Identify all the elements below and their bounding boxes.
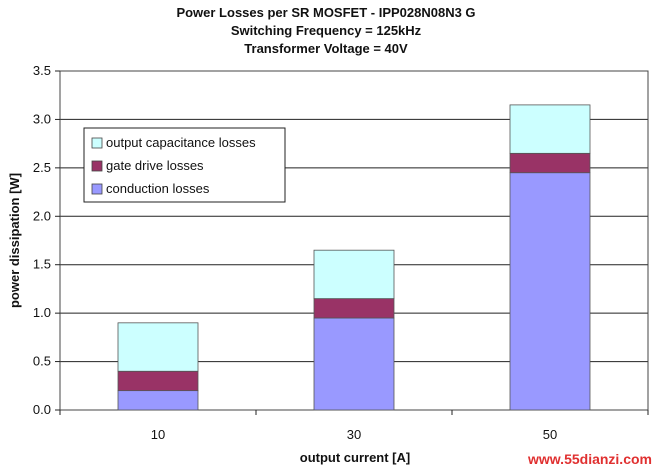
x-axis-label: output current [A]: [300, 450, 410, 465]
y-tick-label: 1.5: [33, 257, 51, 272]
bar-segment-gate-drive-losses: [117, 370, 199, 392]
y-tick-label: 2.5: [33, 160, 51, 175]
x-tick-label: 10: [151, 427, 165, 442]
chart-title-line: Power Losses per SR MOSFET - IPP028N08N3…: [176, 5, 475, 20]
bar-segment-output-capacitance-losses: [117, 322, 199, 372]
legend-swatch: [91, 137, 103, 149]
watermark-text: www.55dianzi.com: [527, 451, 652, 467]
bar-segment-output-capacitance-losses: [509, 104, 591, 154]
bar-segment-conduction-losses: [117, 390, 199, 411]
legend: output capacitance losses gate drive loss…: [83, 127, 286, 203]
chart-title: Power Losses per SR MOSFET - IPP028N08N3…: [176, 5, 475, 56]
legend-box: [83, 127, 286, 203]
legend-entry: conduction losses: [106, 181, 210, 196]
y-tick-label: 0.0: [33, 402, 51, 417]
bar-segment-output-capacitance-losses: [313, 249, 395, 300]
x-axis-ticks: 10 30 50: [59, 410, 649, 442]
x-tick-label: 50: [543, 427, 557, 442]
x-tick-label: 30: [347, 427, 361, 442]
bar-segment-gate-drive-losses: [313, 298, 395, 319]
bar-segment-conduction-losses: [509, 172, 591, 411]
chart-title-line: Switching Frequency = 125kHz: [231, 23, 422, 38]
y-tick-label: 2.0: [33, 208, 51, 223]
legend-entry: output capacitance losses: [106, 135, 256, 150]
bar-segment-gate-drive-losses: [509, 152, 591, 174]
y-tick-label: 3.0: [33, 111, 51, 126]
chart-title-line: Transformer Voltage = 40V: [244, 41, 408, 56]
legend-entry: gate drive losses: [106, 158, 204, 173]
y-tick-label: 0.5: [33, 354, 51, 369]
y-tick-label: 3.5: [33, 63, 51, 78]
y-tick-label: 1.0: [33, 305, 51, 320]
bars: [117, 104, 591, 411]
y-axis-label: power dissipation [W]: [7, 173, 22, 308]
legend-swatch: [91, 160, 103, 172]
y-axis-ticks: 0.0 0.5 1.0 1.5 2.0 2.5 3.0 3.5: [33, 63, 60, 417]
bar-segment-conduction-losses: [313, 317, 395, 411]
legend-swatch: [91, 183, 103, 195]
